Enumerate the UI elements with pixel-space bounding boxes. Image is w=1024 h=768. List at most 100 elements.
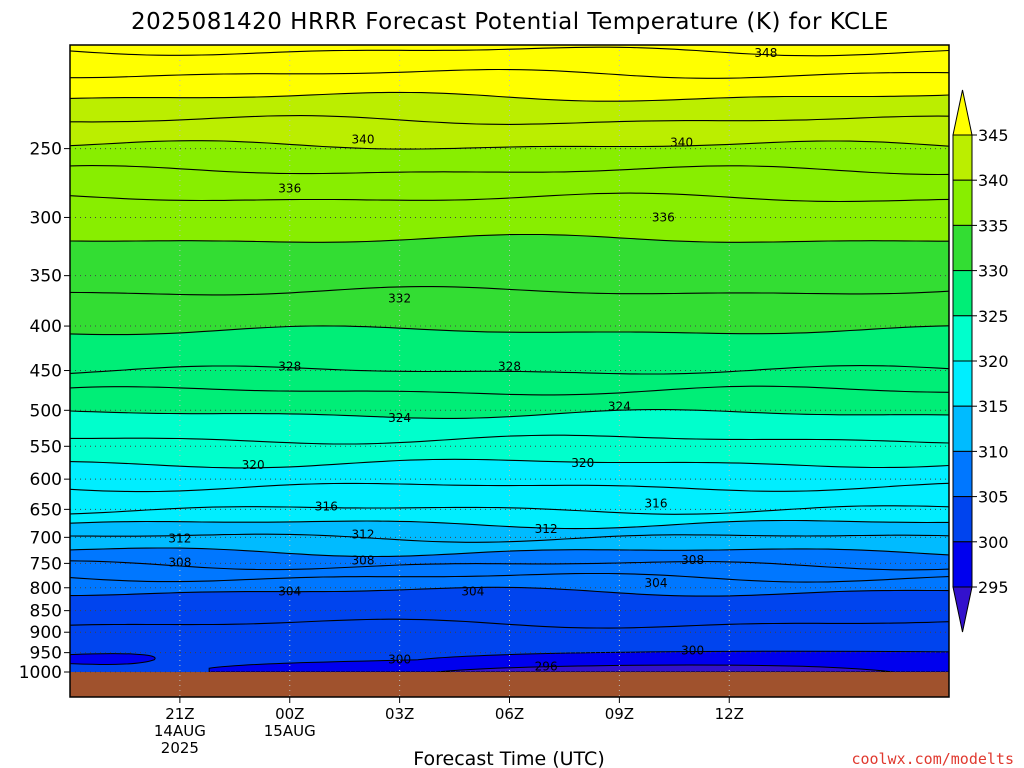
isotherm-340 [70, 140, 949, 150]
colorbar-label-340: 340 [978, 171, 1009, 190]
isotherm-316 [70, 505, 949, 515]
colorbar-arrow-bottom [952, 586, 973, 633]
contour-label-304: 304 [278, 585, 301, 599]
contour-label-316: 316 [315, 499, 338, 513]
colorbar-label-320: 320 [978, 352, 1009, 371]
colorbar-arrow-top [952, 89, 973, 136]
y-tick-label-700: 700 [30, 528, 62, 548]
y-tick-label-650: 650 [30, 500, 62, 520]
y-tick-label-250: 250 [30, 140, 62, 160]
isotherm-346 [70, 68, 949, 79]
contour-label-328: 328 [278, 359, 301, 373]
y-tick-label-800: 800 [30, 579, 62, 599]
colorbar: 345 340 335 330 325 320 315 310 305 300 295 [952, 89, 1009, 633]
contour-label-328: 328 [498, 359, 521, 373]
y-tick-label-400: 400 [30, 317, 62, 337]
colorbar-bin-340 [952, 134, 973, 181]
cold-pool-left [70, 653, 156, 665]
contour-label-308: 308 [681, 553, 704, 567]
colorbar-bin-300 [952, 496, 973, 543]
contour-label-332: 332 [388, 292, 411, 306]
colorbar-label-330: 330 [978, 262, 1009, 281]
isotherm-348 [70, 46, 949, 57]
x-tick-label-12Z: 12Z [715, 705, 744, 723]
colorbar-bin-295 [952, 541, 973, 588]
contour-label-324: 324 [608, 400, 631, 414]
y-tick-label-1000: 1000 [19, 663, 62, 683]
contour-label-340: 340 [352, 132, 375, 146]
isotherm-342 [70, 115, 949, 125]
x-tick-label-2025: 2025 [161, 739, 199, 757]
x-axis-label: Forecast Time (UTC) [413, 748, 604, 768]
contour-lines [70, 46, 949, 629]
x-tick-label-03Z: 03Z [385, 705, 414, 723]
colorbar-bin-310 [952, 405, 973, 452]
credit-text: coolwx.com/modelts [851, 750, 1014, 768]
isotherm-324 [70, 409, 949, 419]
cold-pool-core [436, 664, 895, 673]
isotherm-312 [70, 533, 949, 543]
isotherm-306 [70, 572, 949, 583]
contour-label-312: 312 [352, 528, 375, 542]
isotherm-310 [70, 547, 949, 558]
y-tick-label-300: 300 [30, 208, 62, 228]
contour-label-300: 300 [681, 644, 704, 658]
contour-label-320: 320 [242, 458, 265, 472]
isotherm-336 [70, 192, 949, 203]
isotherm-320 [70, 458, 949, 469]
isotherm-334 [70, 233, 949, 243]
y-tick-label-900: 900 [30, 623, 62, 643]
x-tick-label-21Z: 21Z [165, 705, 194, 723]
colorbar-bin-305 [952, 450, 973, 498]
colorbar-label-310: 310 [978, 442, 1009, 461]
chart-title: 2025081420 HRRR Forecast Potential Tempe… [131, 9, 889, 35]
x-tick-label-14AUG: 14AUG [154, 722, 206, 740]
y-tick-label-450: 450 [30, 362, 62, 382]
contour-label-336: 336 [278, 182, 301, 196]
contour-label-316: 316 [645, 497, 668, 511]
isotherm-330 [70, 325, 949, 336]
colorbar-label-305: 305 [978, 488, 1009, 507]
isotherm-326 [70, 385, 949, 396]
contour-label-308: 308 [352, 553, 375, 567]
contour-label-300: 300 [388, 653, 411, 667]
colorbar-bin-315 [952, 360, 973, 407]
isotherm-344 [70, 91, 949, 102]
colorbar-label-345: 345 [978, 126, 1009, 145]
isotherm-338 [70, 165, 949, 176]
x-tick-label-00Z: 00Z [275, 705, 304, 723]
isotherm-304 [70, 586, 949, 597]
contour-label-304: 304 [461, 585, 484, 599]
fill-band-302 [70, 587, 949, 629]
y-tick-label-950: 950 [30, 644, 62, 664]
contour-label-324: 324 [388, 411, 411, 425]
colorbar-label-325: 325 [978, 307, 1009, 326]
y-tick-label-750: 750 [30, 554, 62, 574]
colorbar-label-315: 315 [978, 397, 1009, 416]
contour-labels: 348 340 340 336 336 332 328 328 324 324 320 320 316 3… [168, 46, 777, 674]
isotherm-322 [70, 434, 949, 445]
y-tick-label-550: 550 [30, 437, 62, 457]
contour-label-312: 312 [535, 522, 558, 536]
contour-label-348: 348 [754, 46, 777, 60]
contour-label-340: 340 [670, 136, 693, 150]
x-tick-label-09Z: 09Z [605, 705, 634, 723]
y-axis: 2503003504004505005506006507007508008509… [19, 140, 70, 683]
isotherm-328 [70, 365, 949, 375]
contour-label-336: 336 [652, 210, 675, 224]
isotherm-308 [70, 560, 949, 571]
isotherm-318 [70, 482, 949, 493]
colorbar-label-300: 300 [978, 533, 1009, 552]
isotherm-332 [70, 286, 949, 296]
ground-surface [70, 672, 949, 697]
contour-label-304: 304 [645, 576, 668, 590]
contour-label-312: 312 [168, 531, 191, 545]
isotherm-302 [70, 618, 949, 629]
y-tick-label-350: 350 [30, 267, 62, 287]
y-tick-label-600: 600 [30, 470, 62, 490]
colorbar-bin-320 [952, 315, 973, 362]
x-tick-label-15AUG: 15AUG [264, 722, 316, 740]
colorbar-label-335: 335 [978, 216, 1009, 235]
